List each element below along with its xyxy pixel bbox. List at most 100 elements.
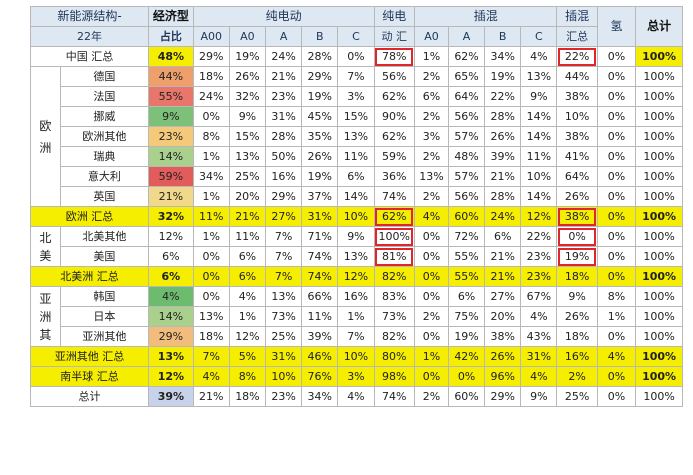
share-cell: 39% (301, 326, 339, 347)
share-cell: 7% (337, 66, 375, 87)
share-cell: 11% (192, 206, 230, 227)
econ-share-cell: 12% (148, 226, 194, 247)
table-row: 欧洲其他 23% 8% 15% 28% 35% 13% 62% 3% 57% 26% 14% 38% 0%… (31, 126, 683, 147)
share-cell: 0% (596, 166, 637, 187)
share-cell: 66% (301, 286, 339, 307)
share-cell: 44% (556, 66, 598, 87)
share-cell: 43% (520, 326, 558, 347)
row-label: 法国 (59, 86, 150, 107)
share-cell: 56% (447, 186, 486, 207)
econ-share-cell: 12% (148, 366, 194, 387)
share-cell: 24% (192, 86, 230, 107)
share-cell: 75% (447, 306, 486, 327)
total-cell: 100% (635, 46, 683, 67)
row-label: 英国 (59, 186, 150, 207)
share-cell: 8% (192, 126, 230, 147)
share-cell: 62% (447, 46, 486, 67)
share-cell: 9% (337, 226, 375, 247)
total-cell: 100% (635, 246, 683, 267)
row-label: 美国 (59, 246, 150, 267)
share-cell: 1% (413, 46, 449, 67)
share-cell: 7% (192, 346, 230, 367)
share-cell: 67% (520, 286, 558, 307)
share-cell: 0% (192, 246, 230, 267)
share-cell: 18% (192, 326, 230, 347)
share-cell: 0% (413, 366, 449, 387)
share-cell: 12% (520, 206, 558, 227)
share-cell: 31% (520, 346, 558, 367)
share-cell: 23% (520, 246, 558, 267)
share-cell: 7% (264, 246, 303, 267)
econ-share-cell: 59% (148, 166, 194, 187)
share-cell: 2% (413, 386, 449, 407)
total-cell: 100% (635, 266, 683, 287)
share-cell: 1% (192, 146, 230, 167)
share-cell: 20% (484, 306, 522, 327)
share-cell: 18% (192, 66, 230, 87)
share-cell: 26% (556, 186, 598, 207)
share-cell: 11% (520, 146, 558, 167)
econ-share-cell: 55% (148, 86, 194, 107)
share-cell: 38% (556, 86, 598, 107)
region-label: 北美 (39, 230, 52, 263)
share-cell: 18% (556, 326, 598, 347)
share-cell: 16% (337, 286, 375, 307)
total-cell: 100% (635, 86, 683, 107)
share-cell: 64% (447, 86, 486, 107)
share-cell: 3% (337, 366, 375, 387)
share-cell: 7% (337, 326, 375, 347)
title-line2: 22年 (29, 26, 150, 47)
share-cell: 0% (596, 186, 637, 207)
share-cell: 100% (373, 226, 415, 247)
share-cell: 26% (484, 126, 522, 147)
share-cell: 2% (413, 106, 449, 127)
total-cell: 100% (635, 206, 683, 227)
share-cell: 4% (413, 206, 449, 227)
share-cell: 6% (228, 246, 267, 267)
share-cell: 19% (447, 326, 486, 347)
share-cell: 60% (447, 386, 486, 407)
econ-header-line2: 占比 (148, 26, 194, 47)
share-cell: 16% (264, 166, 303, 187)
share-cell: 82% (373, 326, 415, 347)
share-cell: 74% (373, 186, 415, 207)
share-cell: 50% (264, 146, 303, 167)
share-cell: 22% (520, 226, 558, 247)
energy-structure-table: 新能源结构- 经济型 纯电动 纯电 插混 插混 氢 总计 22年 占比 A00 … (29, 6, 683, 407)
share-cell: 2% (413, 306, 449, 327)
share-cell: 13% (337, 126, 375, 147)
total-cell: 100% (635, 186, 683, 207)
share-cell: 28% (484, 106, 522, 127)
share-cell: 6% (413, 86, 449, 107)
share-cell: 31% (301, 206, 339, 227)
share-cell: 74% (301, 246, 339, 267)
share-cell: 26% (556, 306, 598, 327)
share-cell: 0% (413, 246, 449, 267)
share-cell: 25% (556, 386, 598, 407)
share-cell: 22% (556, 46, 598, 67)
share-cell: 0% (596, 146, 637, 167)
row-label: 日本 (59, 306, 150, 327)
share-cell: 18% (228, 386, 267, 407)
row-label: 德国 (59, 66, 150, 87)
share-cell: 8% (228, 366, 267, 387)
share-cell: 0% (596, 206, 637, 227)
share-cell: 21% (484, 166, 522, 187)
row-label: 欧洲其他 (59, 126, 150, 147)
total-cell: 100% (635, 146, 683, 167)
econ-share-cell: 32% (148, 206, 194, 227)
share-cell: 73% (264, 306, 303, 327)
row-label: 意大利 (59, 166, 150, 187)
row-label: 挪威 (59, 106, 150, 127)
share-cell: 0% (596, 46, 637, 67)
share-cell: 29% (192, 46, 230, 67)
share-cell: 78% (373, 46, 415, 67)
col-phev-c: C (520, 26, 558, 47)
col-phev-b: B (484, 26, 522, 47)
share-cell: 21% (264, 66, 303, 87)
total-cell: 100% (635, 346, 683, 367)
econ-share-cell: 6% (148, 246, 194, 267)
econ-share-cell: 21% (148, 186, 194, 207)
total-cell: 100% (635, 166, 683, 187)
share-cell: 55% (447, 246, 486, 267)
